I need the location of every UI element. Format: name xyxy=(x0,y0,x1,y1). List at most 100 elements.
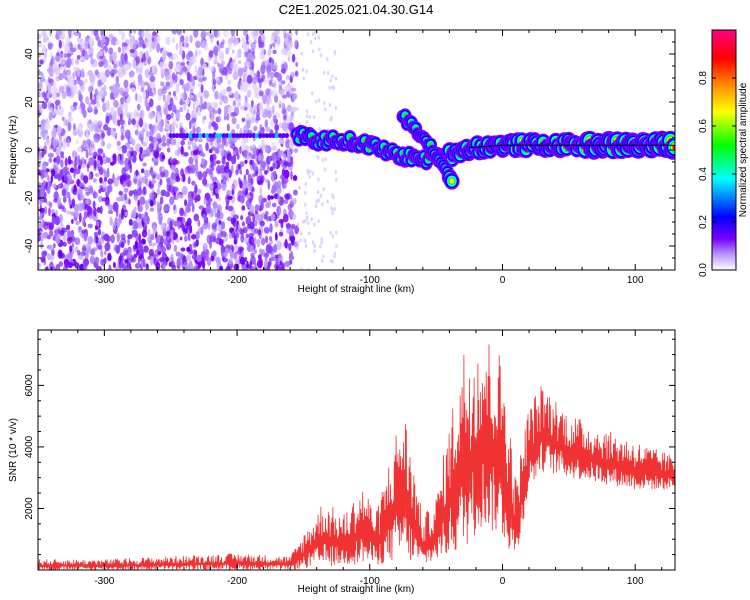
spectral-speckle xyxy=(264,119,269,128)
spectral-speckle xyxy=(211,222,217,230)
spectral-speckle xyxy=(110,127,114,137)
spectral-speckle xyxy=(240,233,245,243)
spectral-speckle xyxy=(149,111,155,119)
spectral-speckle xyxy=(249,245,255,253)
spectral-speckle xyxy=(258,90,264,97)
spectral-speckle xyxy=(171,165,176,172)
spectral-speckle xyxy=(287,115,292,121)
spectral-speckle xyxy=(93,206,97,217)
spectral-speckle xyxy=(89,71,93,78)
spectral-speckle xyxy=(183,86,187,94)
spectral-speckle xyxy=(235,38,239,45)
spectral-speckle xyxy=(179,44,183,52)
spectral-speckle xyxy=(272,114,277,123)
spectral-speckle xyxy=(57,30,63,36)
spectral-speckle xyxy=(284,238,288,249)
spectral-speckle xyxy=(249,145,254,152)
spectral-speckle xyxy=(179,236,183,241)
spectral-speckle xyxy=(229,111,236,118)
spectral-speckle xyxy=(195,40,201,49)
spectral-speckle xyxy=(241,261,247,270)
spectral-speckle xyxy=(283,161,289,167)
spectral-speckle xyxy=(242,75,246,82)
spectral-speckle xyxy=(93,231,99,238)
spectral-speckle xyxy=(221,88,227,96)
spectral-speckle xyxy=(265,95,270,105)
spectral-speckle xyxy=(81,229,86,235)
spectral-speckle xyxy=(99,177,103,184)
spectral-speckle xyxy=(268,155,272,162)
spectral-speckle xyxy=(125,64,130,72)
spectral-speckle xyxy=(123,250,128,256)
spectral-speckle xyxy=(41,91,46,98)
spectral-speckle xyxy=(136,120,140,130)
spectral-speckle xyxy=(75,139,79,145)
spectral-speckle xyxy=(257,180,263,186)
spectral-speckle xyxy=(112,262,116,268)
spectral-speckle xyxy=(123,79,129,89)
spectral-speckle xyxy=(153,141,157,150)
spectral-speckle xyxy=(258,194,264,205)
spectral-speckle xyxy=(96,240,102,250)
spectral-speckle xyxy=(238,177,241,185)
spectral-speckle xyxy=(96,100,100,108)
spectral-speckle xyxy=(54,99,61,106)
spectral-speckle xyxy=(228,231,233,240)
spectral-speckle xyxy=(279,139,285,144)
spectral-speckle xyxy=(90,99,97,105)
spectral-speckle xyxy=(97,148,104,154)
spectral-speckle xyxy=(182,65,187,72)
spectral-speckle xyxy=(170,180,174,187)
spectral-speckle xyxy=(52,183,57,189)
spectral-speckle xyxy=(192,58,197,64)
spectral-speckle xyxy=(128,70,135,78)
spectral-speckle xyxy=(163,107,169,115)
spectral-speckle xyxy=(243,30,248,37)
spectral-speckle xyxy=(311,171,315,176)
trace-blob xyxy=(264,133,270,139)
spectral-speckle xyxy=(89,255,95,264)
spectral-speckle xyxy=(329,78,332,83)
spectral-speckle xyxy=(175,42,179,51)
spectral-speckle xyxy=(267,194,271,201)
spectral-speckle xyxy=(142,128,146,133)
spectral-speckle xyxy=(85,191,90,196)
spectral-speckle xyxy=(239,146,242,155)
spectral-speckle xyxy=(134,129,139,136)
spectral-speckle xyxy=(39,185,44,193)
spectral-speckle xyxy=(108,204,113,211)
spectral-speckle xyxy=(87,245,91,254)
x-tick-label: 0 xyxy=(500,275,506,286)
spectral-speckle xyxy=(212,71,216,80)
spectral-speckle xyxy=(74,105,77,110)
spectral-speckle xyxy=(168,60,174,70)
spectral-speckle xyxy=(62,140,67,150)
spectral-speckle xyxy=(252,159,255,170)
spectral-speckle xyxy=(260,47,265,55)
spectral-speckle xyxy=(109,234,115,243)
trace-blob xyxy=(258,133,263,139)
spectral-speckle xyxy=(220,244,225,254)
spectral-speckle xyxy=(266,65,272,75)
spectral-speckle xyxy=(289,160,294,166)
spectral-speckle xyxy=(252,83,258,91)
spectral-speckle xyxy=(194,65,198,73)
spectral-speckle xyxy=(38,222,42,230)
spectral-speckle xyxy=(121,145,127,150)
spectral-speckle xyxy=(305,120,309,124)
spectral-speckle xyxy=(49,261,54,270)
spectral-speckle xyxy=(186,71,191,82)
spectral-speckle xyxy=(171,37,176,44)
spectral-speckle xyxy=(46,138,52,147)
spectral-speckle xyxy=(314,30,317,35)
spectral-speckle xyxy=(251,61,255,71)
snr-plot-area xyxy=(38,344,675,570)
spectral-speckle xyxy=(89,90,93,101)
spectral-speckle xyxy=(288,242,292,252)
spectral-speckle xyxy=(280,90,284,97)
spectral-speckle xyxy=(39,59,44,65)
spectral-speckle xyxy=(170,253,174,262)
y-tick-label: 4000 xyxy=(24,435,35,458)
spectral-speckle xyxy=(233,63,239,72)
spectral-speckle xyxy=(278,263,284,270)
